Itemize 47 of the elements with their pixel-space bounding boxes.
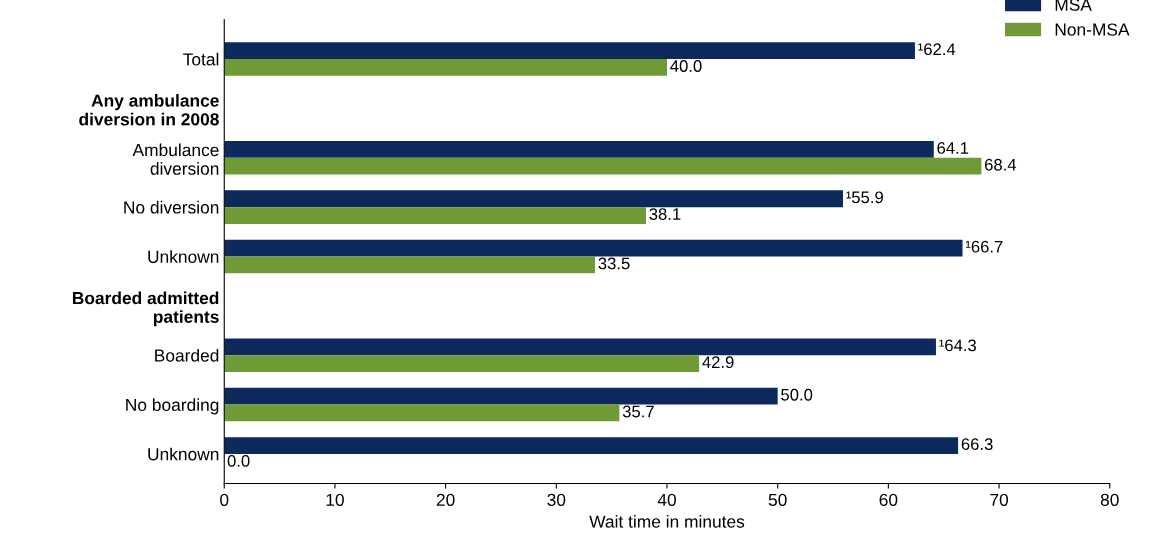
data-label: 40.0	[670, 60, 702, 72]
y-tick-label: No diversion	[124, 200, 219, 214]
data-label: ¹55.9	[846, 191, 883, 204]
data-label: ¹62.4	[918, 43, 956, 56]
y-tick-label: Any ambulance diversion in 2008	[79, 94, 219, 126]
bar	[224, 42, 915, 60]
bar	[224, 140, 934, 158]
legend-label: Non-MSA	[1055, 23, 1130, 36]
x-tick-label: 50	[768, 493, 787, 507]
data-label: 38.1	[649, 208, 681, 220]
data-label: 42.9	[702, 356, 734, 369]
x-tick-label: 60	[879, 493, 898, 507]
bar	[224, 239, 963, 257]
bar	[224, 404, 620, 422]
x-tick-label: 0	[220, 493, 229, 507]
y-tick-label: Ambulance diversion	[132, 143, 219, 175]
y-tick-label: Boarded admitted patients	[72, 291, 219, 327]
y-tick-label: No boarding	[126, 398, 219, 415]
y-tick-label: Boarded	[155, 348, 219, 362]
data-label: 33.5	[598, 257, 630, 270]
x-tick-label: 70	[990, 493, 1009, 507]
y-tick-label: Unknown	[148, 447, 219, 461]
data-label: 68.4	[984, 158, 1017, 171]
bar	[224, 256, 596, 274]
data-label: ¹66.7	[965, 240, 1003, 253]
bar	[224, 157, 982, 175]
y-tick-label: Total	[183, 52, 219, 66]
bar	[224, 387, 778, 405]
bar	[224, 355, 700, 372]
data-label: ¹64.3	[939, 339, 976, 352]
x-tick-label: 80	[1100, 493, 1119, 507]
y-tick-label: Unknown	[148, 250, 219, 263]
bar	[224, 207, 646, 224]
x-axis-title: Wait time in minutes	[589, 515, 745, 528]
bar	[224, 338, 936, 356]
x-tick-label: 10	[326, 493, 344, 507]
data-label: 64.1	[937, 142, 969, 154]
data-label: 50.0	[781, 388, 813, 401]
bar	[224, 437, 959, 454]
data-label: 0.0	[227, 454, 250, 467]
x-tick-label: 40	[657, 493, 676, 507]
data-label: 35.7	[622, 405, 654, 418]
x-tick-label: 20	[436, 493, 455, 507]
data-label: 66.3	[961, 438, 993, 450]
bar	[224, 59, 667, 76]
bar	[224, 190, 843, 208]
x-tick-label: 30	[547, 493, 566, 507]
